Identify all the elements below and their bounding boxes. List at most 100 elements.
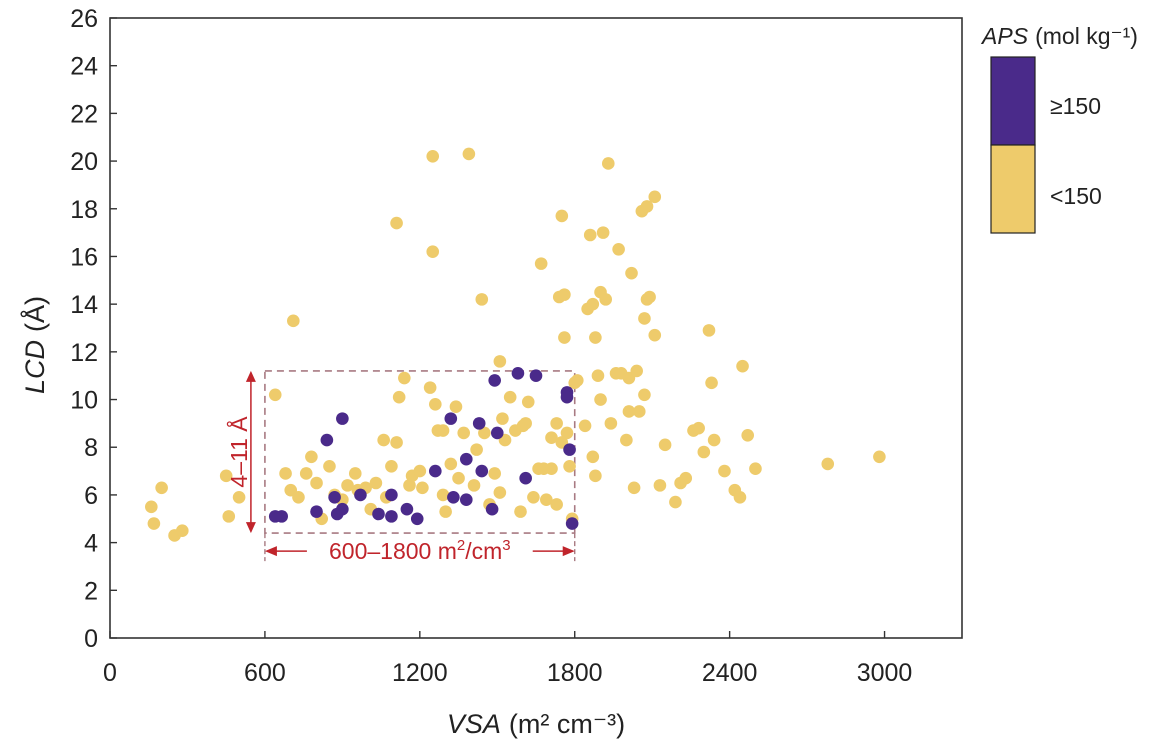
x-axis-title: VSA (m² cm⁻³)	[447, 709, 625, 739]
data-point	[601, 157, 615, 170]
data-point	[413, 464, 427, 478]
data-point	[550, 417, 563, 430]
data-point	[175, 524, 189, 537]
y-tick-label: 22	[70, 100, 98, 128]
horizontal-range-sup2: 3	[502, 537, 510, 554]
x-tick-label: 3000	[857, 659, 913, 687]
data-point	[292, 491, 305, 504]
data-point	[565, 517, 579, 530]
data-point	[400, 502, 414, 516]
data-point	[550, 498, 563, 511]
data-point	[219, 469, 233, 483]
data-point	[385, 460, 398, 473]
y-tick-label: 18	[70, 196, 98, 224]
data-point	[385, 488, 398, 502]
data-point	[589, 331, 602, 344]
data-point	[534, 257, 548, 270]
data-point	[638, 388, 651, 402]
data-point	[493, 486, 507, 499]
data-point	[648, 328, 662, 342]
data-point	[472, 417, 486, 430]
data-point	[452, 471, 465, 485]
data-point	[232, 491, 246, 504]
x-axis-title-unit: (m² cm⁻³)	[509, 709, 625, 739]
data-point	[488, 467, 501, 480]
horizontal-arrow-head-right	[562, 546, 575, 557]
data-point	[558, 331, 571, 344]
data-point	[643, 290, 656, 304]
legend-label-high: ≥150	[1050, 93, 1101, 119]
data-point	[596, 226, 610, 239]
data-point	[821, 457, 835, 471]
data-point	[147, 517, 161, 530]
data-point	[622, 405, 636, 418]
vertical-arrow-head-top	[245, 370, 256, 382]
y-axis-title-italic: LCD	[20, 340, 50, 394]
data-point	[475, 464, 489, 478]
data-point	[336, 502, 349, 516]
data-point	[457, 426, 471, 440]
data-point	[578, 419, 592, 433]
data-point	[511, 367, 525, 380]
data-point	[348, 467, 362, 480]
y-tick-label: 20	[70, 148, 98, 176]
data-point	[599, 293, 613, 306]
data-point	[485, 502, 499, 516]
data-point	[279, 467, 292, 480]
data-point	[545, 462, 558, 475]
y-tick-label: 0	[84, 625, 98, 653]
x-tick-label: 1800	[547, 659, 603, 687]
x-axis-title-italic: VSA	[447, 709, 501, 739]
data-point	[145, 500, 158, 514]
vertical-range-label: 4–11 Å	[225, 416, 252, 488]
legend-label-low: <150	[1050, 183, 1102, 209]
data-point	[540, 493, 553, 506]
data-point	[640, 200, 654, 213]
data-point	[736, 359, 749, 373]
legend: APS (mol kg⁻¹) ≥150 <150	[980, 23, 1138, 234]
data-point	[398, 371, 411, 385]
y-tick-label: 8	[84, 434, 98, 462]
data-point	[697, 445, 711, 459]
y-tick-label: 12	[70, 339, 98, 367]
data-point	[632, 405, 646, 418]
data-point	[503, 390, 517, 404]
data-point	[591, 369, 605, 382]
data-point	[429, 464, 442, 478]
data-point	[320, 433, 334, 447]
data-point	[488, 374, 501, 387]
data-point	[594, 393, 607, 406]
data-point	[354, 488, 367, 502]
data-point	[467, 479, 481, 492]
data-point	[648, 190, 662, 204]
x-tick-label: 1200	[392, 659, 448, 687]
y-tick-label: 16	[70, 243, 98, 271]
data-point	[563, 460, 576, 473]
data-point	[336, 412, 349, 425]
data-point	[718, 464, 731, 478]
data-point	[630, 364, 643, 378]
data-point	[423, 381, 437, 394]
x-ticks: 0 600 1200 1800 2400 3000	[103, 631, 912, 687]
data-point	[627, 481, 641, 495]
data-point	[749, 462, 762, 475]
y-tick-label: 4	[84, 530, 98, 558]
y-tick-label: 10	[70, 387, 98, 415]
data-point	[563, 443, 576, 456]
horizontal-range-mid: /cm	[465, 538, 502, 564]
data-point	[669, 495, 682, 509]
y-axis-title-unit: (Å)	[19, 296, 50, 332]
horizontal-range-sup1: 2	[457, 537, 465, 554]
plot-frame	[109, 17, 963, 639]
data-point	[429, 398, 442, 411]
data-point	[638, 312, 651, 325]
data-point	[328, 491, 341, 504]
data-point	[702, 324, 716, 337]
data-point	[514, 505, 527, 518]
data-point	[403, 479, 416, 492]
y-axis-title: LCD (Å)	[19, 296, 50, 394]
data-point	[558, 288, 571, 301]
data-point	[589, 469, 602, 483]
data-point	[426, 245, 440, 258]
data-point	[444, 457, 458, 471]
